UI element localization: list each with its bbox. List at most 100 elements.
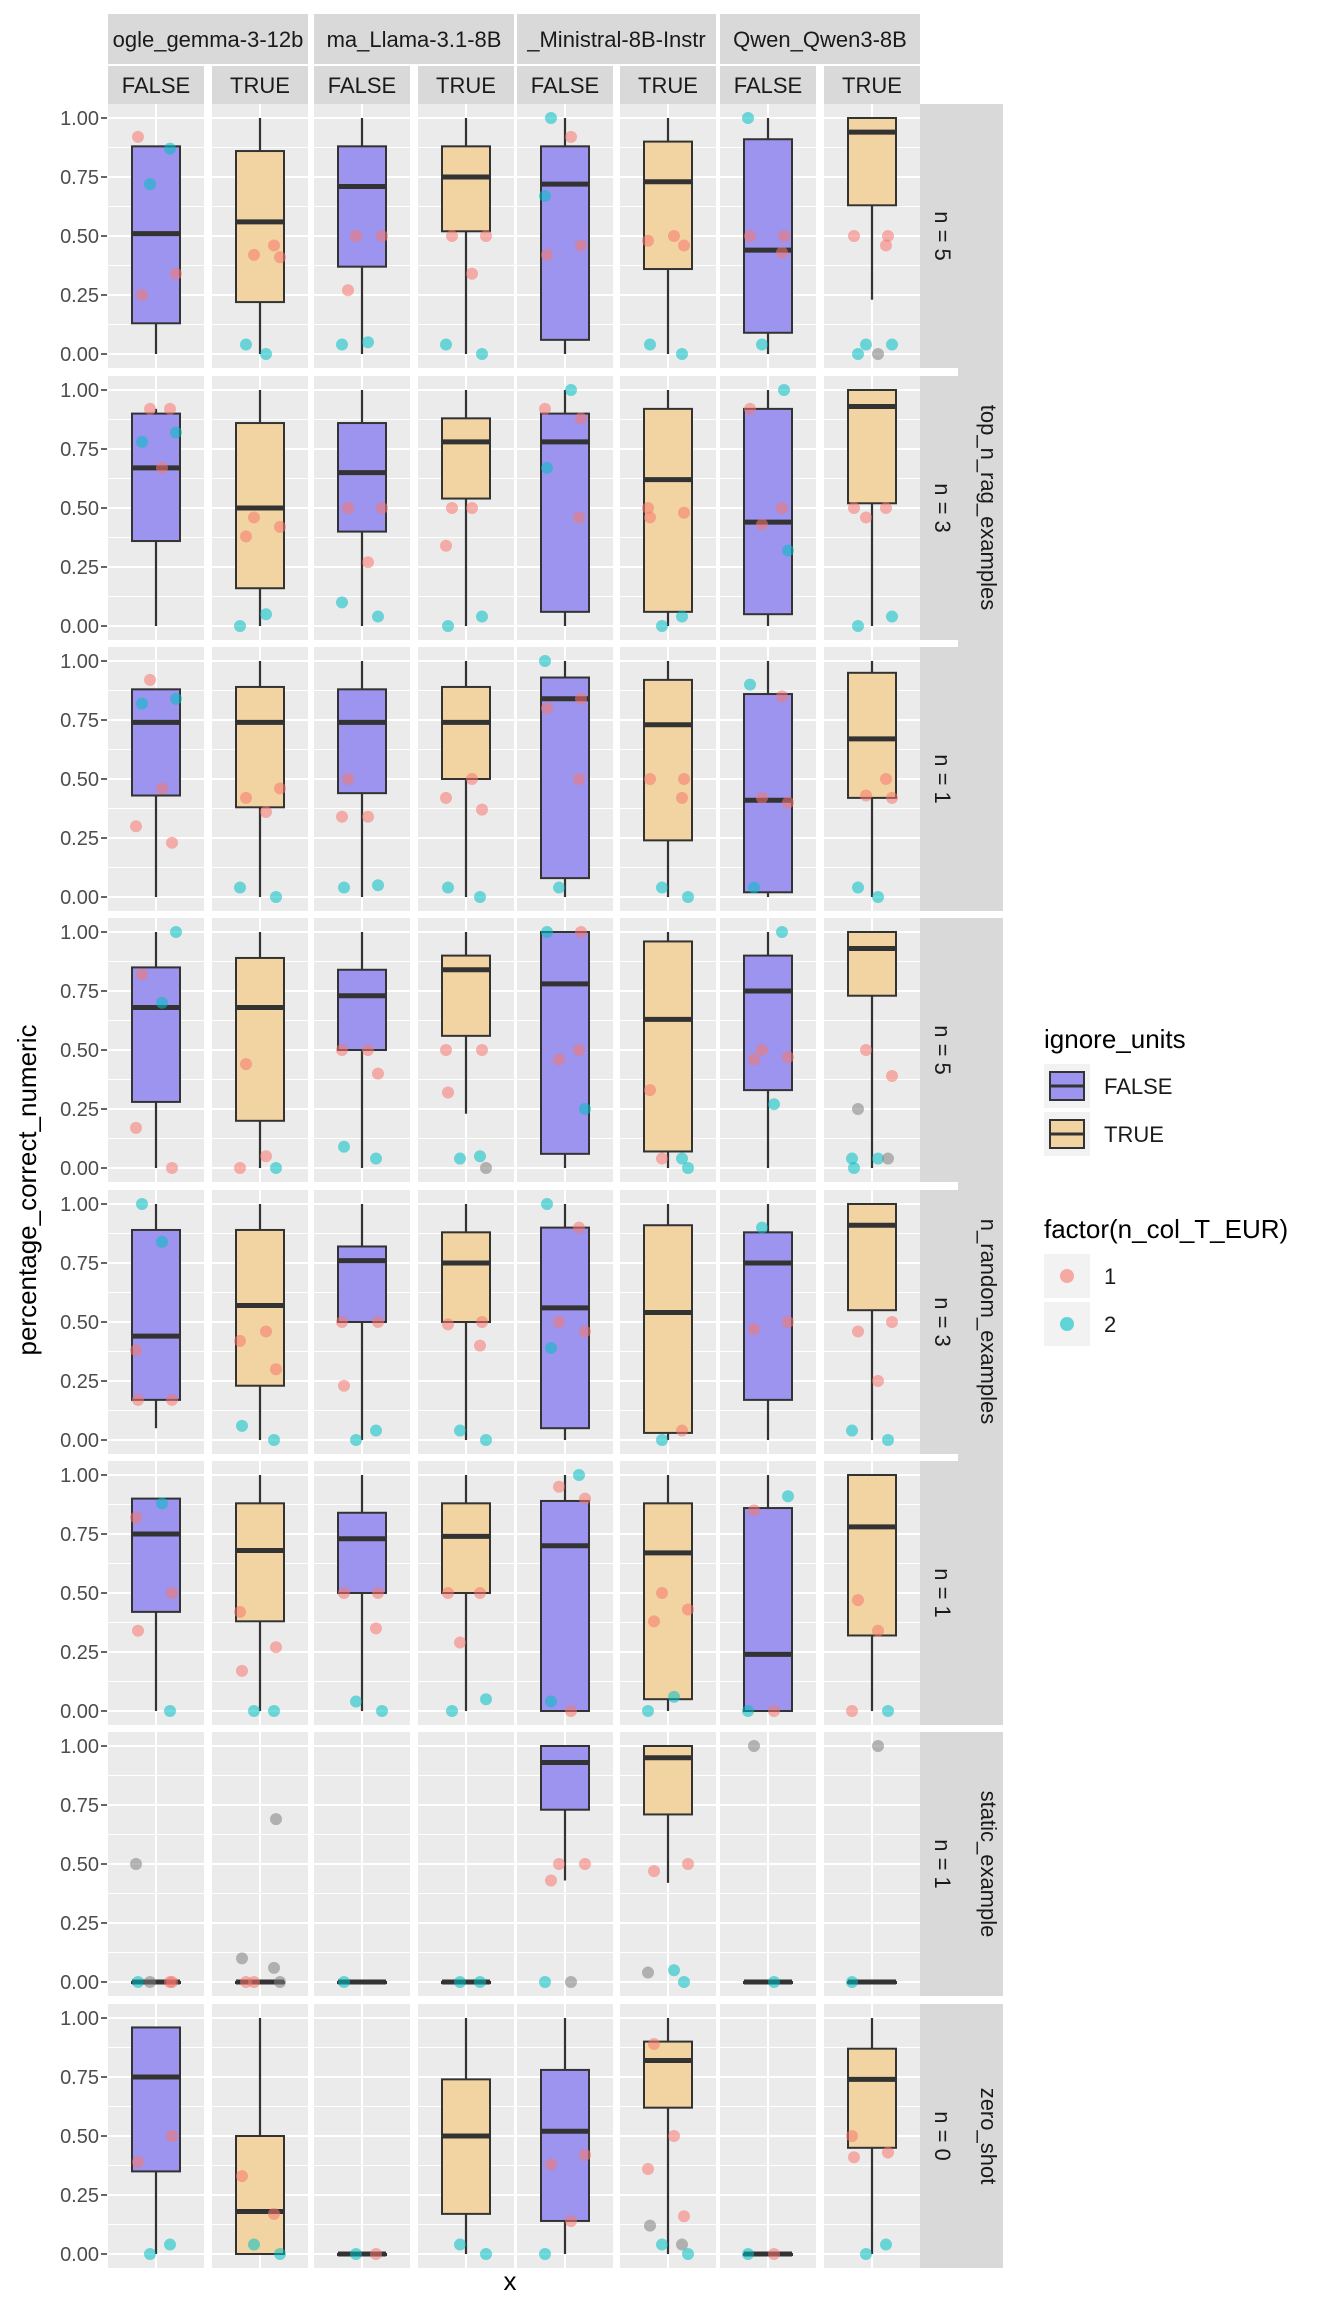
data-point xyxy=(342,773,354,785)
data-point xyxy=(776,926,788,938)
n-strip-bg xyxy=(913,918,958,1182)
data-point xyxy=(846,2130,858,2142)
box-iqr xyxy=(337,422,387,533)
data-point xyxy=(848,2151,860,2164)
data-point xyxy=(166,836,178,849)
box-iqr xyxy=(643,1224,693,1434)
box-iqr xyxy=(847,1203,897,1312)
box-iqr xyxy=(847,931,897,997)
data-point xyxy=(440,1044,452,1056)
data-point xyxy=(539,402,551,415)
data-point xyxy=(565,1705,577,1717)
data-point xyxy=(338,1379,350,1392)
data-point xyxy=(678,2210,690,2223)
data-point xyxy=(545,2158,557,2171)
data-point xyxy=(756,338,768,351)
data-point xyxy=(466,502,478,514)
data-point xyxy=(442,881,454,894)
data-point xyxy=(274,1976,286,1988)
data-point xyxy=(372,610,384,623)
n-strip-label: n = 1 xyxy=(930,1839,955,1889)
ignore-units-strip-label: FALSE xyxy=(328,73,396,98)
data-point xyxy=(539,2248,551,2260)
y-tick-label: 1.00 xyxy=(60,1194,99,1216)
data-point xyxy=(882,2146,894,2159)
data-point xyxy=(480,1162,492,1174)
y-tick-label: 0.50 xyxy=(60,226,99,248)
y-tick-label: 0.75 xyxy=(60,1795,99,1817)
data-point xyxy=(848,502,860,514)
y-tick-label: 0.25 xyxy=(60,1913,99,1935)
ignore-units-strip-label: FALSE xyxy=(734,73,802,98)
n-strip-label: n = 1 xyxy=(930,754,955,804)
data-point xyxy=(130,1344,142,1357)
box-iqr xyxy=(847,2047,897,2149)
ignore-units-strip-bg xyxy=(824,66,920,104)
data-point xyxy=(676,1424,688,1437)
data-point xyxy=(442,1587,454,1599)
box-iqr xyxy=(235,2135,285,2255)
y-tick-label: 0.50 xyxy=(60,1040,99,1062)
data-point xyxy=(656,881,668,894)
data-point xyxy=(573,511,585,524)
ignore-units-strip-bg xyxy=(517,66,613,104)
data-point xyxy=(748,1053,760,1066)
data-point xyxy=(852,1325,864,1338)
data-point xyxy=(744,678,756,691)
data-point xyxy=(579,1325,591,1338)
y-tick-label: 0.75 xyxy=(60,1253,99,1275)
y-tick-label: 0.75 xyxy=(60,167,99,189)
data-point xyxy=(782,544,794,557)
data-point xyxy=(682,891,694,903)
data-point xyxy=(539,189,551,202)
data-point xyxy=(882,230,894,242)
data-point xyxy=(132,130,144,143)
data-point xyxy=(474,1587,486,1599)
n-strip-bg xyxy=(913,1190,958,1454)
data-point xyxy=(768,1705,780,1717)
data-point xyxy=(454,1424,466,1437)
box-iqr xyxy=(847,1474,897,1637)
y-tick-label: 1.00 xyxy=(60,380,99,402)
condition-strip-label: zero_shot xyxy=(976,2088,1001,2185)
n-strip-label: n = 5 xyxy=(930,1025,955,1075)
condition-strip-label: n_random_examples xyxy=(976,1219,1001,1424)
data-point xyxy=(336,338,348,351)
data-point xyxy=(240,338,252,351)
data-point xyxy=(376,230,388,242)
n-strip-label: n = 1 xyxy=(930,1568,955,1618)
data-point xyxy=(846,1976,858,1988)
data-point xyxy=(642,234,654,247)
data-point xyxy=(682,2248,694,2260)
legend-point-swatch xyxy=(1060,1269,1074,1283)
y-tick-label: 0.50 xyxy=(60,498,99,520)
data-point xyxy=(678,1976,690,1988)
box-iqr xyxy=(743,1231,793,1401)
data-point xyxy=(742,1705,754,1717)
data-point xyxy=(644,511,656,524)
model-strip-label: ma_Llama-3.1-8B xyxy=(327,27,502,52)
ignore-units-strip-label: TRUE xyxy=(436,73,496,98)
y-tick-label: 0.50 xyxy=(60,1583,99,1605)
y-tick-label: 0.00 xyxy=(60,1972,99,1994)
data-point xyxy=(260,1325,272,1338)
box-iqr xyxy=(643,2040,693,2109)
data-point xyxy=(539,1976,551,1988)
data-point xyxy=(575,412,587,425)
data-point xyxy=(268,2207,280,2220)
y-tick-label: 0.75 xyxy=(60,710,99,732)
data-point xyxy=(573,773,585,785)
data-point xyxy=(579,1492,591,1505)
ignore-units-strip-label: TRUE xyxy=(230,73,290,98)
data-point xyxy=(248,248,260,261)
n-strip-label: n = 3 xyxy=(930,1297,955,1347)
data-point xyxy=(362,556,374,569)
box-iqr xyxy=(235,1502,285,1623)
data-point xyxy=(748,881,760,894)
box-iqr xyxy=(235,150,285,304)
n-strip-label: n = 3 xyxy=(930,483,955,533)
data-point xyxy=(376,502,388,514)
data-point xyxy=(539,655,551,667)
box-iqr xyxy=(743,954,793,1092)
data-point xyxy=(668,2130,680,2142)
